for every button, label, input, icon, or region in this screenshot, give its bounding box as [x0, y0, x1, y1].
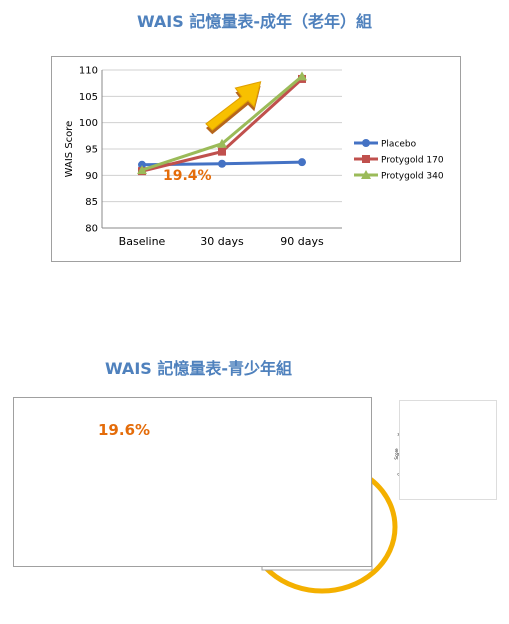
youth-chart-title: WAIS 記憶量表-青少年組 [105, 359, 293, 378]
adult-ytick-label: 80 [85, 224, 98, 235]
adult-xtick-label: Baseline [119, 235, 166, 248]
adult-ytick-label: 105 [79, 92, 98, 103]
adult-chart-title: WAIS 記憶量表-成年（老年）組 [136, 12, 372, 31]
adult-legend-marker [362, 155, 370, 163]
adult-ytick-label: 85 [85, 197, 98, 208]
adult-up-arrow [205, 81, 262, 135]
adult-ylabel: WAIS Score [64, 121, 75, 178]
adult-data-point [218, 159, 226, 168]
adult-data-point [297, 71, 307, 81]
adult-legend-label: Placebo [381, 140, 417, 150]
youth-annotation: 19.6% [98, 421, 151, 439]
adult-ytick-label: 100 [79, 118, 98, 129]
adult-data-point [218, 147, 226, 156]
adult-legend-label: Protygold 340 [381, 172, 444, 182]
adult-data-point [217, 138, 227, 148]
adult-data-point [138, 160, 146, 169]
adult-xtick-label: 90 days [280, 235, 324, 248]
adult-legend-marker [361, 170, 371, 179]
adult-ytick-label: 110 [79, 66, 98, 77]
adult-data-point [298, 158, 306, 167]
mini-score-chart-frame [399, 400, 497, 500]
adult-xtick-label: 30 days [200, 235, 244, 248]
adult-legend-marker [362, 139, 370, 147]
adult-legend-label: Protygold 170 [381, 156, 444, 166]
mini-chart-ylabel: Score [394, 448, 399, 460]
adult-ytick-label: 90 [85, 171, 98, 182]
adult-ytick-label: 95 [85, 145, 98, 156]
adult-data-point [137, 165, 147, 175]
youth-chart-frame [13, 397, 372, 567]
adult-annotation: 19.4% [163, 168, 212, 184]
